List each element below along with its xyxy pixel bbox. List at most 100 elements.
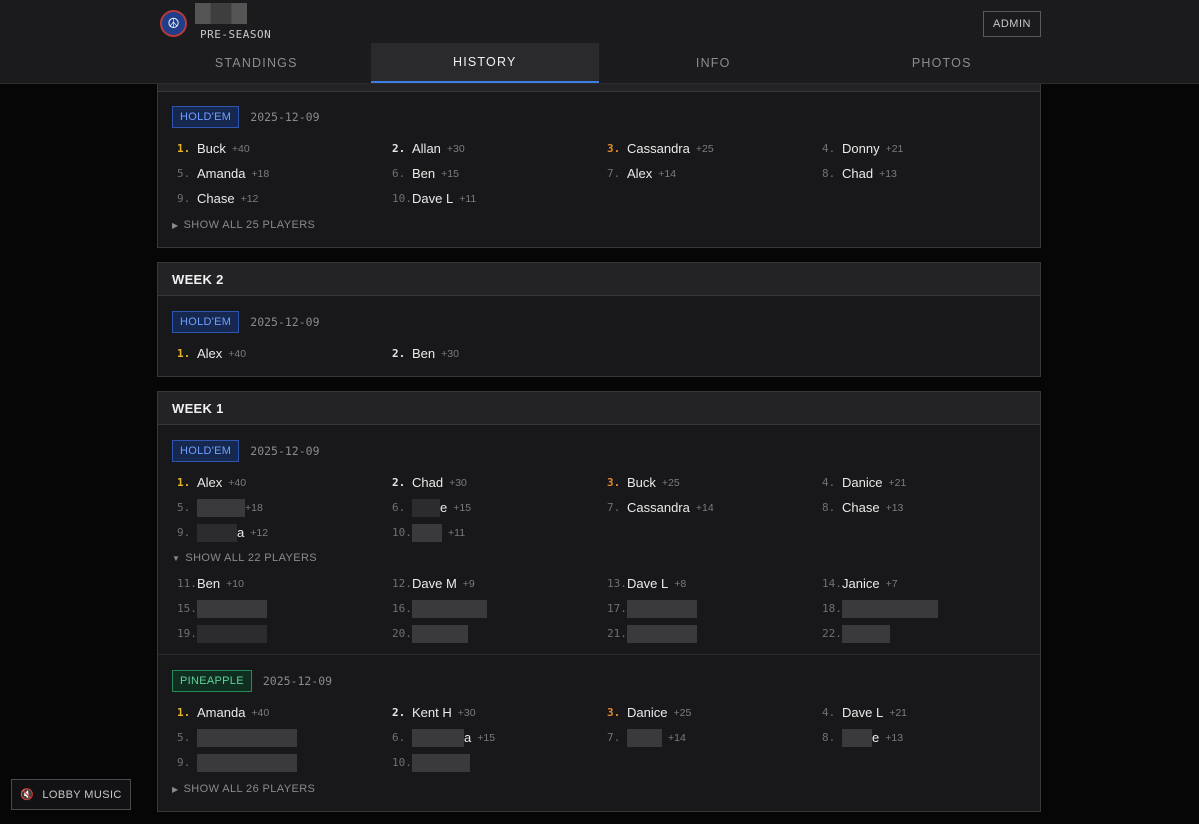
week-card: HOLD'EM 2025-12-09 1. Buck +40 2. Allan +30 … <box>157 84 1041 248</box>
event-holdem: HOLD'EM 2025-12-09 1. Alex +40 2. Chad +30 3… <box>158 425 1040 654</box>
result-row: 5. +18 <box>172 495 387 520</box>
result-row: 19. <box>172 621 387 646</box>
redacted-name <box>412 728 464 747</box>
week-header-partial <box>158 84 1040 92</box>
result-row: 5. <box>172 725 387 750</box>
season-label: PRE-SEASON <box>200 28 272 41</box>
result-row: 4. Dave L +21 <box>822 705 908 720</box>
result-row: 6. e +15 <box>392 498 472 517</box>
tab-standings[interactable]: STANDINGS <box>214 56 298 70</box>
week-card: WEEK 1 HOLD'EM 2025-12-09 1. Alex +40 2. Ch… <box>157 391 1041 812</box>
result-row: 15. <box>172 596 387 621</box>
result-row: 9. Chase +12 <box>177 191 259 206</box>
redacted-name <box>412 523 442 542</box>
result-row: 3. Cassandra +25 <box>607 141 714 156</box>
result-row: 1. Alex +40 <box>177 346 247 361</box>
game-type-badge: HOLD'EM <box>172 440 240 462</box>
result-row: 14. Janice +7 <box>822 576 898 591</box>
result-row: 18. <box>817 596 1032 621</box>
event-date: 2025-12-09 <box>250 444 320 458</box>
result-row: 17. <box>602 596 817 621</box>
collapse-triangle-icon: ▼ <box>172 553 181 563</box>
expand-triangle-icon: ▶ <box>172 220 179 230</box>
redacted-name <box>197 728 297 747</box>
result-row: 1. Amanda +40 <box>177 705 270 720</box>
result-row: 21. <box>602 621 817 646</box>
result-row: 10. Dave L +11 <box>392 191 477 206</box>
tab-info[interactable]: INFO <box>695 56 731 70</box>
result-row: 7. +14 <box>602 725 817 750</box>
results-grid: 1. Alex +40 2. Ben +30 <box>172 341 1040 366</box>
result-row: 1. Buck +40 <box>177 141 250 156</box>
result-row: 5. Amanda +18 <box>177 166 270 181</box>
result-row: 13. Dave L +8 <box>607 576 687 591</box>
league-name-redacted <box>195 3 247 24</box>
league-logo[interactable]: ☮ <box>160 10 187 37</box>
game-type-badge: HOLD'EM <box>172 106 240 128</box>
week-title: WEEK 1 <box>158 392 1040 425</box>
redacted-name <box>842 728 872 747</box>
result-row: 3. Danice +25 <box>607 705 692 720</box>
result-row: 1. Alex +40 <box>177 475 247 490</box>
game-type-badge: HOLD'EM <box>172 311 240 333</box>
show-all-toggle[interactable]: ▶ SHOW ALL 26 PLAYERS <box>172 783 316 795</box>
result-row: 20. <box>387 621 602 646</box>
game-type-badge: PINEAPPLE <box>172 670 252 692</box>
redacted-name <box>627 624 697 643</box>
result-row: 10. +11 <box>387 520 602 545</box>
expand-triangle-icon: ▶ <box>172 784 179 794</box>
result-row: 9. a +12 <box>177 523 269 542</box>
result-row: 4. Danice +21 <box>822 475 907 490</box>
redacted-name <box>412 624 468 643</box>
redacted-name <box>627 728 662 747</box>
results-grid: 1. Alex +40 2. Chad +30 3. Buck +25 4. Danice +2… <box>172 470 1040 545</box>
result-row: 7. Cassandra +14 <box>607 500 714 515</box>
redacted-name <box>412 599 487 618</box>
redacted-name <box>412 498 440 517</box>
result-row: 9. <box>172 750 387 775</box>
redacted-name <box>627 599 697 618</box>
redacted-name <box>197 498 245 517</box>
result-row: 10. <box>387 750 602 775</box>
redacted-name <box>197 753 297 772</box>
lobby-music-button[interactable]: 🔇 LOBBY MUSIC <box>11 779 131 810</box>
redacted-name <box>197 624 267 643</box>
event-holdem: HOLD'EM 2025-12-09 1. Buck +40 2. Allan +30 … <box>158 92 1040 237</box>
app-header: ☮ PRE-SEASON ADMIN STANDINGS HISTORY INF… <box>0 0 1199 84</box>
redacted-name <box>842 599 938 618</box>
results-grid: 1. Buck +40 2. Allan +30 3. Cassandra +25 4. Do… <box>172 136 1040 211</box>
redacted-name <box>412 753 470 772</box>
result-row: 7. Alex +14 <box>607 166 677 181</box>
result-row: 2. Kent H +30 <box>392 705 476 720</box>
peace-icon: ☮ <box>167 15 180 31</box>
result-row: 3. Buck +25 <box>607 475 680 490</box>
tab-history[interactable]: HISTORY <box>370 43 599 83</box>
redacted-name <box>197 599 267 618</box>
tab-photos[interactable]: PHOTOS <box>911 56 972 70</box>
result-row: 8. e +13 <box>822 728 904 747</box>
result-row: 12. Dave M +9 <box>392 576 475 591</box>
show-all-toggle[interactable]: ▶ SHOW ALL 25 PLAYERS <box>172 219 316 231</box>
main-tabs: STANDINGS HISTORY INFO PHOTOS <box>142 43 1056 83</box>
event-date: 2025-12-09 <box>250 110 320 124</box>
result-row: 6. a +15 <box>392 728 496 747</box>
result-row: 22. <box>817 621 1032 646</box>
show-all-toggle[interactable]: ▼ SHOW ALL 22 PLAYERS <box>172 552 318 564</box>
week-title: WEEK 2 <box>158 263 1040 296</box>
result-row: 2. Chad +30 <box>392 475 467 490</box>
event-date: 2025-12-09 <box>250 315 320 329</box>
result-row: 2. Ben +30 <box>392 346 459 361</box>
redacted-name <box>842 624 890 643</box>
result-row: 4. Donny +21 <box>822 141 904 156</box>
redacted-name <box>197 523 237 542</box>
lobby-music-label: LOBBY MUSIC <box>42 788 122 801</box>
admin-button[interactable]: ADMIN <box>983 11 1041 37</box>
event-holdem: HOLD'EM 2025-12-09 1. Alex +40 2. Ben +30 <box>158 296 1040 366</box>
result-row: 8. Chase +13 <box>822 500 904 515</box>
result-row: 6. Ben +15 <box>392 166 459 181</box>
result-row: 2. Allan +30 <box>392 141 465 156</box>
event-pineapple: PINEAPPLE 2025-12-09 1. Amanda +40 2. Kent … <box>158 654 1040 810</box>
result-row: 11. Ben +10 <box>177 576 244 591</box>
result-row: 16. <box>387 596 602 621</box>
result-row: 8. Chad +13 <box>822 166 897 181</box>
